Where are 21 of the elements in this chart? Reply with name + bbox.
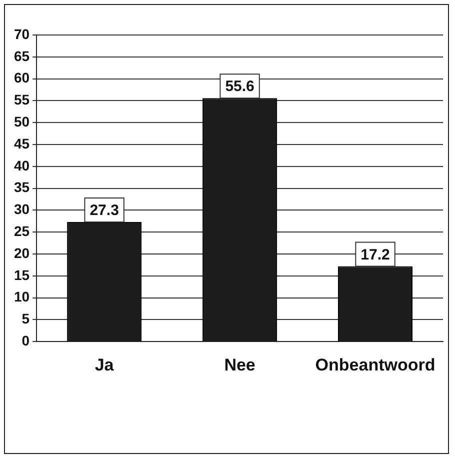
y-tick-label: 30 xyxy=(14,201,30,218)
x-tick-label: Nee xyxy=(224,355,256,374)
y-tick-label: 5 xyxy=(22,310,30,327)
data-label: 27.3 xyxy=(90,202,119,220)
y-tick-label: 25 xyxy=(14,222,30,239)
y-tick-label: 35 xyxy=(14,179,30,196)
x-tick-label: Ja xyxy=(94,355,114,374)
y-tick-label: 15 xyxy=(14,266,30,283)
y-tick-label: 50 xyxy=(14,113,30,130)
data-label: 55.6 xyxy=(225,78,254,96)
y-tick-label: 45 xyxy=(14,135,30,152)
x-tick-label: Onbeantwoord xyxy=(315,355,436,374)
y-tick-label: 65 xyxy=(14,48,30,64)
y-tick-label: 55 xyxy=(14,92,30,108)
y-tick-label: 40 xyxy=(14,157,30,174)
y-tick-label: 70 xyxy=(14,26,30,42)
data-label: 17.2 xyxy=(360,246,390,264)
y-tick-label: 20 xyxy=(14,244,30,261)
y-tick-label: 0 xyxy=(22,332,30,348)
y-tick-label: 10 xyxy=(14,288,30,305)
y-tick-label: 60 xyxy=(14,70,30,86)
